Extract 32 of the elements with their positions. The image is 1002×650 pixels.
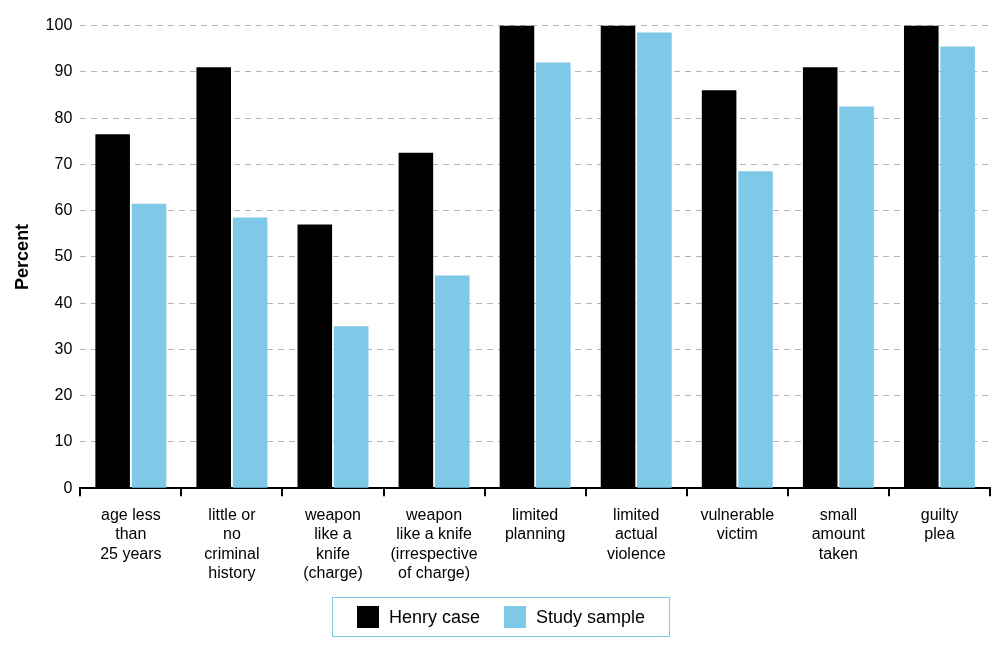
bar — [434, 275, 470, 488]
x-tick-label: guilty plea — [920, 506, 959, 543]
y-tick-label: 40 — [54, 293, 73, 311]
bar — [536, 62, 571, 488]
bar — [839, 106, 874, 488]
x-tick-label: limited actual violence — [606, 506, 666, 562]
x-tick-label: weapon like a knife (charge) — [303, 506, 363, 581]
bar — [333, 326, 369, 488]
y-tick-label: 80 — [54, 108, 73, 126]
legend-label: Henry case — [388, 606, 480, 628]
x-tick-label: age less than 25 years — [100, 506, 162, 562]
bar — [637, 32, 672, 488]
legend-label: Study sample — [535, 606, 646, 628]
y-tick-label: 90 — [54, 62, 73, 80]
y-tick-label: 60 — [54, 201, 73, 219]
y-tick-label: 50 — [54, 247, 73, 265]
y-tick-label: 70 — [54, 154, 73, 172]
y-tick-label: 30 — [54, 339, 73, 357]
x-tick-label: weapon like a knife (irrespective of charge) — [390, 506, 478, 581]
y-tick-label: 100 — [45, 16, 73, 34]
y-tick-label: 10 — [54, 432, 73, 450]
bar — [232, 217, 268, 488]
y-tick-label: 20 — [54, 386, 73, 404]
x-tick-label: limited planning — [504, 506, 566, 543]
x-tick-label: vulnerable victim — [700, 506, 775, 543]
bar — [131, 203, 167, 488]
y-axis-title: Percent — [11, 223, 32, 290]
bar — [940, 46, 975, 488]
y-tick-label: 0 — [63, 478, 73, 496]
bar — [738, 171, 773, 488]
x-tick-label: small amount taken — [811, 506, 866, 562]
x-tick-label: little or no criminal history — [204, 506, 260, 581]
